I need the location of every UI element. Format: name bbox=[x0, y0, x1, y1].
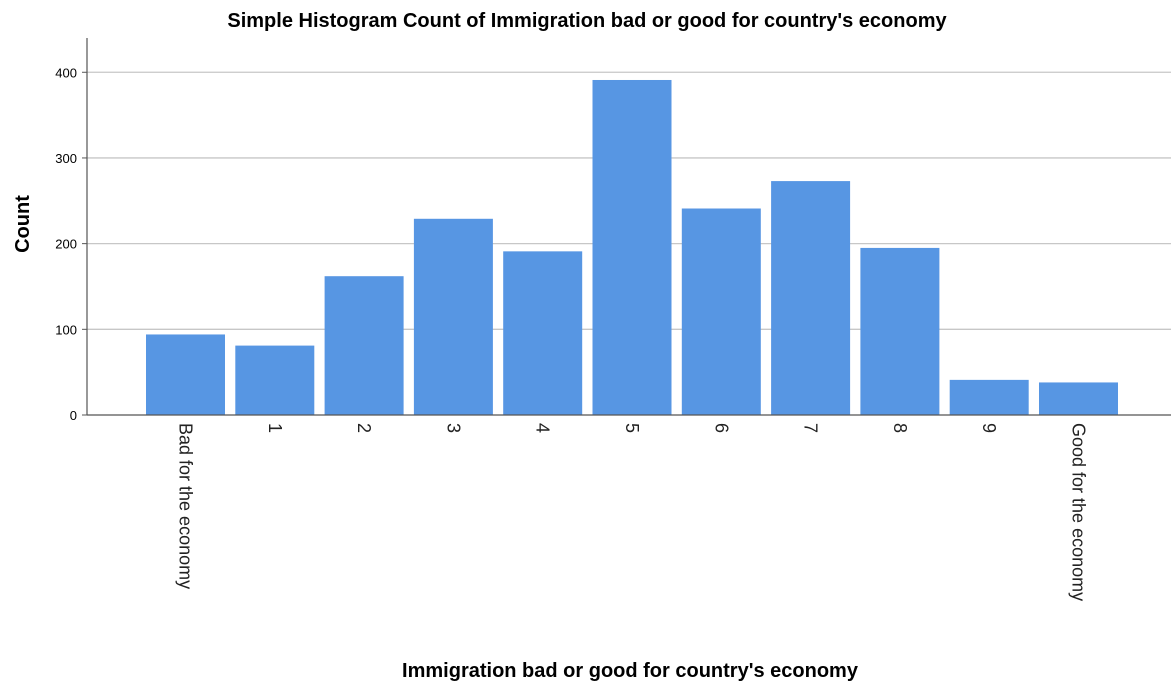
bar bbox=[1039, 382, 1118, 415]
x-tick-label: 8 bbox=[890, 423, 910, 433]
x-tick-label: Bad for the economy bbox=[176, 423, 196, 589]
x-tick-label: 2 bbox=[354, 423, 374, 433]
x-tick-label: 4 bbox=[533, 423, 553, 433]
bar bbox=[324, 276, 404, 415]
y-tick-label: 400 bbox=[55, 65, 77, 80]
y-tick-label: 200 bbox=[55, 237, 77, 252]
x-tick-label: 5 bbox=[622, 423, 642, 433]
x-tick-label: 6 bbox=[711, 423, 731, 433]
x-axis-title: Immigration bad or good for country's ec… bbox=[402, 660, 859, 682]
bar bbox=[949, 379, 1029, 415]
y-tick-label: 0 bbox=[70, 408, 77, 423]
x-tick-label: Good for the economy bbox=[1069, 423, 1089, 601]
x-tick-label: 3 bbox=[443, 423, 463, 433]
chart-title: Simple Histogram Count of Immigration ba… bbox=[227, 10, 947, 32]
axes bbox=[82, 38, 1171, 416]
bar bbox=[592, 79, 672, 415]
y-tick-labels: 0 100 200 300 400 bbox=[55, 65, 77, 423]
bar bbox=[771, 181, 851, 415]
bar bbox=[235, 345, 315, 415]
bars bbox=[146, 79, 1118, 415]
x-tick-label: 1 bbox=[265, 423, 285, 433]
bar bbox=[860, 247, 940, 415]
y-tick-label: 300 bbox=[55, 151, 77, 166]
x-tick-label: 9 bbox=[979, 423, 999, 433]
bar bbox=[413, 218, 493, 415]
x-tick-label: 7 bbox=[801, 423, 821, 433]
y-axis-title: Count bbox=[12, 195, 34, 253]
bar bbox=[681, 208, 761, 415]
bar bbox=[146, 334, 225, 415]
y-tick-label: 100 bbox=[55, 322, 77, 337]
x-tick-labels: Bad for the economy 1 2 3 4 5 6 7 8 9 Good for the… bbox=[176, 423, 1089, 601]
bar bbox=[503, 251, 583, 415]
